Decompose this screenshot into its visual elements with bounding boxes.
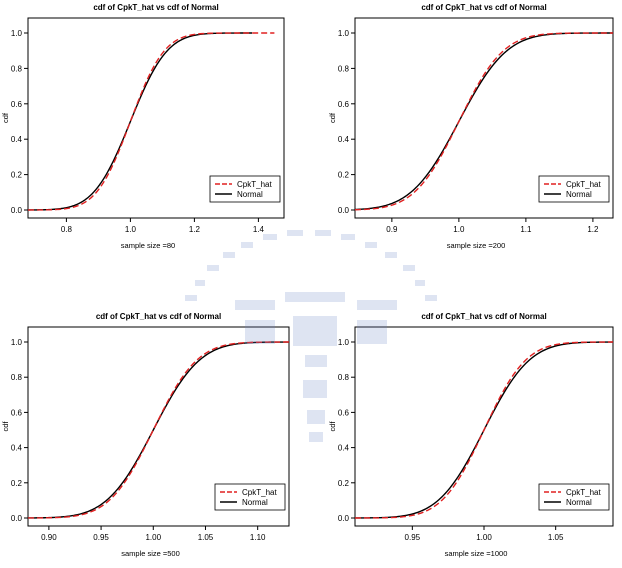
plot-frame [27,17,285,219]
legend-label: Normal [566,190,592,199]
y-tick-label: 0.6 [338,408,350,417]
x-tick-label: 1.0 [125,225,137,234]
y-tick-label: 1.0 [11,338,23,347]
y-tick-label: 0.0 [338,206,350,215]
chart-title: cdf of CpkT_hat vs cdf of Normal [93,3,218,12]
y-tick-label: 0.4 [338,135,350,144]
series-line-cpkt-hat [355,341,613,519]
chart-panel-2: cdf of CpkT_hat vs cdf of Normal 0.0 0.2 0.… [328,3,614,250]
y-tick-label: 0.4 [11,444,23,453]
plot-frame [27,326,290,527]
y-axis-label: cdf [328,112,337,123]
series-line-normal [27,32,252,211]
legend-box [214,483,286,511]
series-line-cpkt-hat [27,341,289,519]
series-line-cpkt-hat [354,32,613,211]
y-tick-label: 1.0 [338,29,350,38]
y-axis-label: cdf [1,112,10,123]
x-tick-label: 1.0 [453,225,465,234]
y-tick-label: 0.8 [338,64,350,73]
y-tick-label: 0.2 [11,171,23,180]
legend-box [538,175,610,203]
y-tick-label: 0.2 [11,479,23,488]
y-axis-label: cdf [1,421,10,432]
x-tick-label: 1.10 [250,533,266,542]
x-tick-label: 1.4 [253,225,265,234]
y-tick-label: 0.6 [11,408,23,417]
x-tick-label: 0.95 [405,533,421,542]
x-tick-label: 1.05 [198,533,214,542]
university-logo-watermark [185,230,437,442]
x-tick-label: 1.2 [189,225,201,234]
chart-panel-3: cdf of CpkT_hat vs cdf of Normal 0.0 0.2 0.… [1,312,290,558]
x-tick-label: 0.90 [41,533,57,542]
x-tick-label: 1.00 [476,533,492,542]
x-tick-label: 1.1 [520,225,532,234]
y-tick-label: 0.2 [338,171,350,180]
plot-frame [354,17,614,219]
y-axis-label: cdf [328,421,337,432]
legend-box [209,175,281,203]
chart-title: cdf of CpkT_hat vs cdf of Normal [96,312,221,321]
x-tick-label: 1.05 [548,533,564,542]
y-tick-label: 1.0 [338,338,350,347]
legend-label: Normal [237,190,263,199]
y-tick-label: 0.8 [11,373,23,382]
x-tick-label: 1.2 [587,225,599,234]
chart-title: cdf of CpkT_hat vs cdf of Normal [421,312,546,321]
x-axis-label: sample size =1000 [445,549,508,558]
y-tick-label: 1.0 [11,29,23,38]
y-tick-label: 0.0 [11,514,23,523]
chart-panel-4: cdf of CpkT_hat vs cdf of Normal 0.0 0.2 0.… [328,312,614,558]
y-tick-label: 0.6 [338,100,350,109]
legend-label: CpkT_hat [237,180,272,189]
y-tick-label: 0.0 [338,514,350,523]
legend-label: CpkT_hat [566,180,601,189]
legend-box [538,483,610,511]
x-tick-label: 0.95 [93,533,109,542]
legend-label: CpkT_hat [566,488,601,497]
legend-label: CpkT_hat [242,488,277,497]
y-tick-label: 0.6 [11,100,23,109]
y-tick-label: 0.4 [338,444,350,453]
y-tick-label: 0.2 [338,479,350,488]
x-axis-label: sample size =80 [121,241,175,250]
y-tick-label: 0.8 [11,64,23,73]
legend-label: Normal [566,498,592,507]
chart-panel-1: cdf of CpkT_hat vs cdf of Normal 0.0 0.2 0.… [1,3,285,250]
y-tick-label: 0.4 [11,135,23,144]
chart-title: cdf of CpkT_hat vs cdf of Normal [421,3,546,12]
x-tick-label: 1.00 [145,533,161,542]
legend-label: Normal [242,498,268,507]
x-axis-label: sample size =200 [447,241,506,250]
x-tick-label: 0.9 [386,225,398,234]
y-tick-label: 0.8 [338,373,350,382]
series-line-cpkt-hat [28,32,275,211]
x-axis-label: sample size =500 [121,549,180,558]
y-tick-label: 0.0 [11,206,23,215]
x-tick-label: 0.8 [61,225,73,234]
